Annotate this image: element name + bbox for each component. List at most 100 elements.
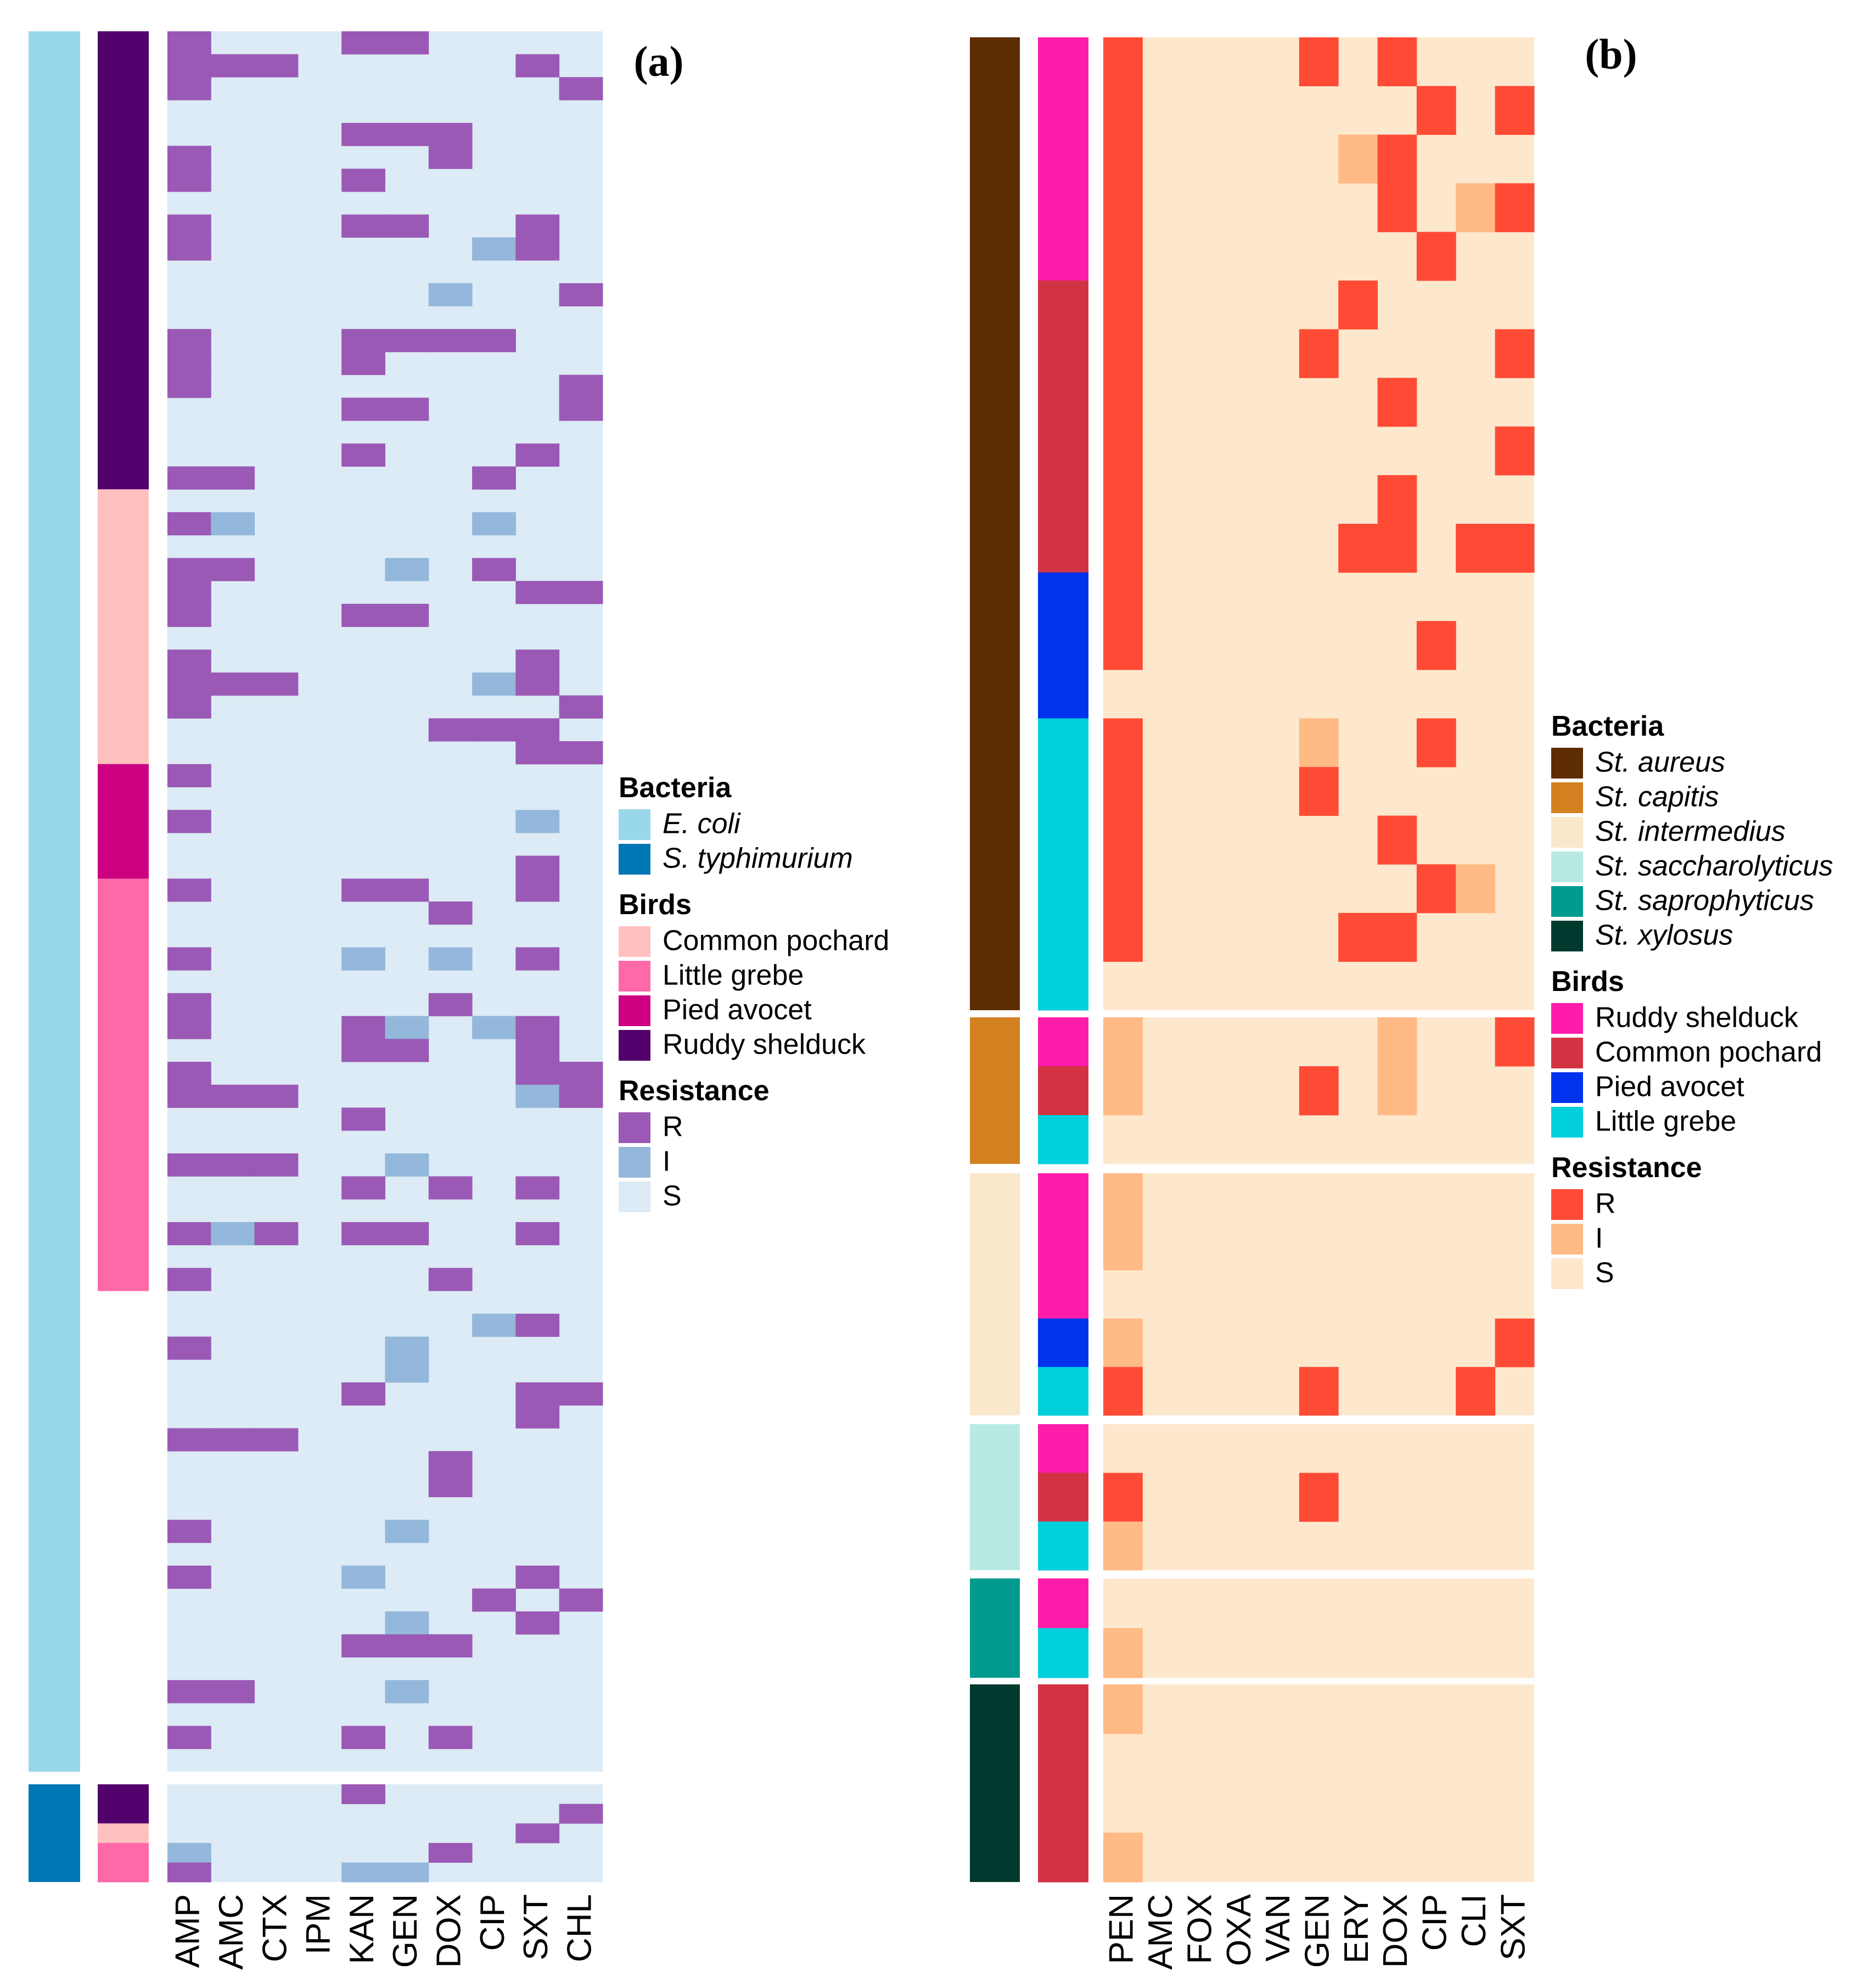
legend-swatch — [619, 1147, 650, 1178]
heatmap-cell-a — [385, 397, 429, 421]
bacteria-bar-b — [970, 1017, 1020, 1164]
heatmap-cell-b — [1103, 767, 1143, 816]
legend-title: Resistance — [619, 1075, 770, 1107]
heatmap-cell-b — [1103, 232, 1143, 281]
heatmap-cell-a — [385, 558, 429, 581]
heatmap-cell-a — [515, 1084, 560, 1108]
heatmap-cell-b — [1299, 329, 1339, 378]
heatmap-cell-a — [472, 718, 516, 742]
heatmap-cell-b — [1299, 767, 1339, 816]
heatmap-cell-a — [515, 947, 560, 971]
legend-swatch — [1551, 1003, 1583, 1034]
heatmap-cell-a — [428, 901, 473, 925]
heatmap-cell-a — [167, 1843, 211, 1863]
heatmap-cell-a — [341, 1107, 385, 1131]
heatmap-cell-b — [1495, 86, 1535, 135]
bird-bar-b — [1038, 37, 1088, 281]
heatmap-cell-a — [428, 1634, 473, 1657]
bacteria-bar-b — [970, 1578, 1020, 1678]
legend-swatch — [1551, 921, 1583, 951]
heatmap-cell-b — [1377, 378, 1417, 427]
heatmap-cell-a — [341, 443, 385, 467]
legend-swatch — [619, 926, 650, 957]
heatmap-cell-a — [428, 283, 473, 307]
tick-label-b: AMC — [1142, 1894, 1180, 1970]
heatmap-cell-a — [167, 54, 211, 77]
heatmap-cell-b — [1377, 1017, 1417, 1067]
heatmap-cell-a — [167, 1565, 211, 1589]
legend-swatch — [619, 961, 650, 992]
heatmap-cell-a — [385, 329, 429, 352]
heatmap-cell-b — [1103, 864, 1143, 914]
tick-label-a: AMP — [169, 1894, 207, 1968]
legend-label: Ruddy shelduck — [663, 1029, 866, 1061]
heatmap-cell-b — [1103, 1173, 1143, 1222]
heatmap-cell-a — [472, 329, 516, 352]
heatmap-cell-a — [428, 1843, 473, 1863]
heatmap-cell-b — [1103, 524, 1143, 573]
heatmap-cell-a — [472, 1313, 516, 1337]
heatmap-cell-b — [1377, 183, 1417, 232]
legend-swatch — [1551, 1258, 1583, 1289]
heatmap-cell-a — [515, 1382, 560, 1406]
heatmap-cell-b — [1103, 135, 1143, 184]
heatmap-cell-a — [167, 169, 211, 192]
legend-label: I — [663, 1146, 670, 1178]
heatmap-cell-a — [167, 581, 211, 604]
bird-bar-b — [1038, 1017, 1088, 1067]
heatmap-cell-a — [254, 54, 299, 77]
heatmap-cell-a — [341, 122, 385, 147]
legend-label: St. saccharolyticus — [1595, 850, 1833, 882]
legend-label: R — [1595, 1188, 1616, 1220]
heatmap-cell-a — [341, 169, 385, 192]
heatmap-cell-a — [167, 1336, 211, 1360]
bird-bar-b — [1038, 1173, 1088, 1319]
heatmap-cell-a — [167, 1428, 211, 1452]
heatmap-cell-a — [341, 1222, 385, 1246]
heatmap-cell-a — [167, 1726, 211, 1749]
bird-bar-b — [1038, 1472, 1088, 1522]
heatmap-cell-b — [1416, 718, 1456, 768]
heatmap-cell-a — [341, 878, 385, 902]
legend-swatch — [619, 809, 650, 840]
tick-label-b: FOX — [1181, 1894, 1219, 1964]
heatmap-cell-b — [1338, 524, 1378, 573]
heatmap-cell-a — [385, 1680, 429, 1704]
heatmap-cell-a — [385, 603, 429, 627]
legend-label: Pied avocet — [663, 994, 812, 1026]
legend-title: Bacteria — [1551, 710, 1664, 742]
heatmap-cell-a — [385, 1222, 429, 1246]
heatmap-cell-a — [559, 1084, 603, 1108]
bird-bar-b — [1038, 1628, 1088, 1678]
heatmap-cell-a — [428, 122, 473, 147]
heatmap-cell-b — [1456, 1367, 1496, 1416]
tick-label-b: GEN — [1299, 1894, 1337, 1968]
bacteria-bar-a — [29, 1784, 80, 1882]
bird-bar-a — [98, 764, 149, 879]
heatmap-cell-a — [385, 122, 429, 147]
heatmap-cell-a — [167, 374, 211, 398]
heatmap-cell-a — [515, 1823, 560, 1844]
heatmap-cell-a — [428, 145, 473, 169]
heatmap-cell-b — [1495, 329, 1535, 378]
heatmap-cell-a — [167, 947, 211, 971]
heatmap-cell-a — [254, 1428, 299, 1452]
legend-label: Common pochard — [663, 925, 889, 957]
heatmap-cell-b — [1103, 572, 1143, 621]
heatmap-cell-b — [1103, 621, 1143, 670]
heatmap-cell-a — [341, 1862, 385, 1883]
heatmap-cell-b — [1456, 183, 1496, 232]
heatmap-cell-a — [341, 31, 385, 55]
heatmap-cell-a — [167, 237, 211, 261]
panel-a-label: (a) — [634, 37, 684, 85]
legend-swatch — [1551, 1189, 1583, 1220]
bird-bar-b — [1038, 281, 1088, 573]
panel-b-heatmap: PEN AMC FOX OXA VAN GEN ERY DOX CIP CLI SXT — [970, 37, 1535, 1970]
bird-bar-b — [1038, 1066, 1088, 1116]
legend-label: St. aureus — [1595, 747, 1725, 779]
heatmap-cell-a — [428, 1268, 473, 1291]
heatmap-cell-a — [167, 1084, 211, 1108]
heatmap-cell-b — [1103, 1684, 1143, 1734]
heatmap-cell-b — [1338, 135, 1378, 184]
